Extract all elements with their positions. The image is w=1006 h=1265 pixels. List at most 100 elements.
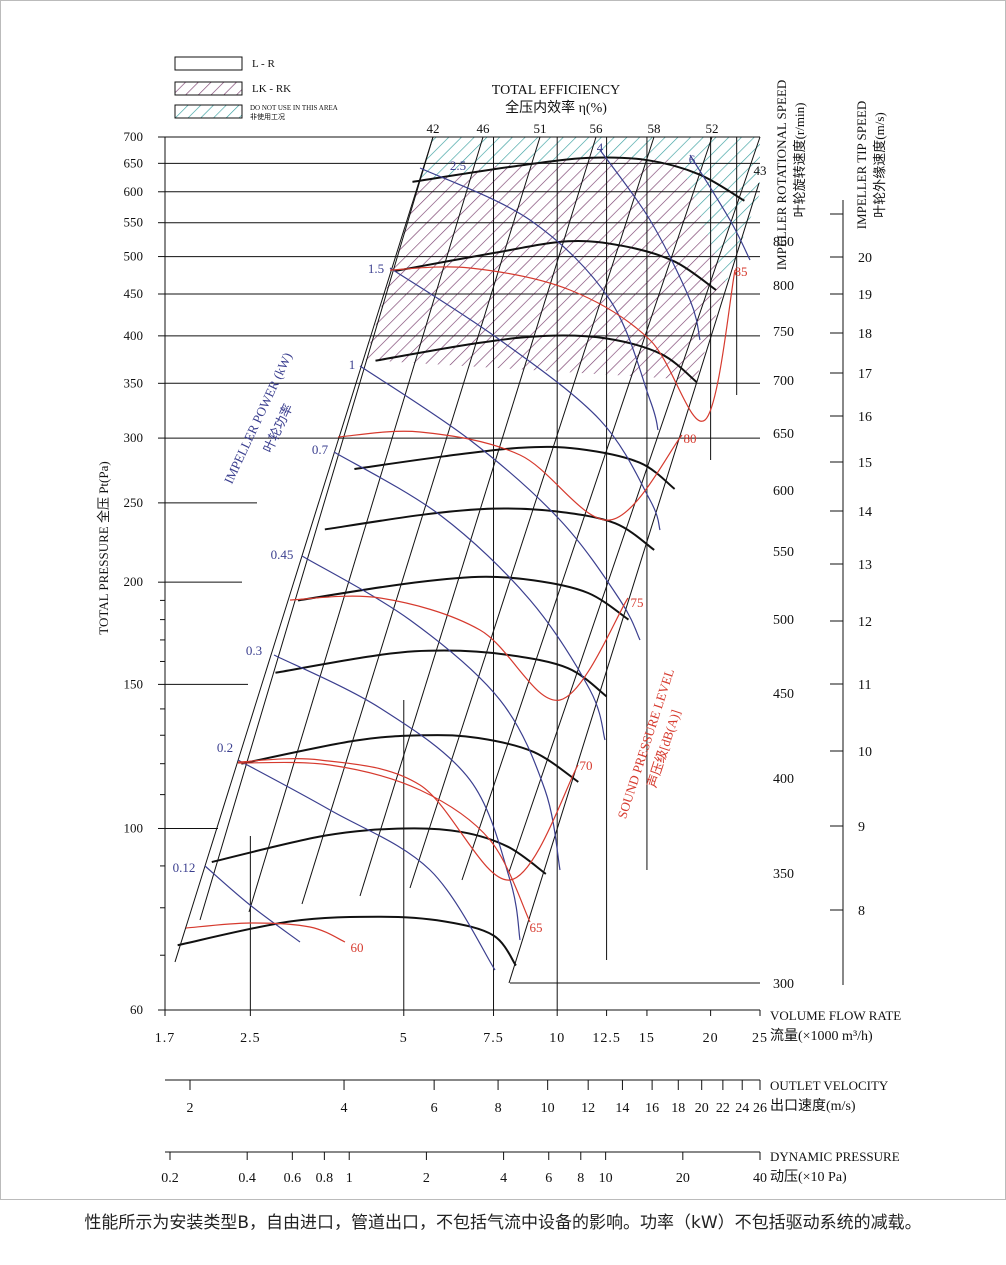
power-label: 0.2 [217, 740, 233, 755]
sound-curve [237, 758, 579, 881]
region-left-edge [174, 136, 434, 963]
efficiency-line [301, 136, 541, 905]
dyn-pressure-tick-label: 4 [500, 1171, 507, 1186]
tip-speed-label: 19 [858, 288, 872, 303]
tip-speed-label: 14 [858, 505, 872, 520]
y-tick-label: 450 [124, 286, 144, 301]
rpm-label: 750 [773, 325, 794, 340]
rpm-label: 550 [773, 545, 794, 560]
power-curve [689, 154, 751, 261]
sound-curve [237, 761, 531, 923]
x-tick-label: 10 [549, 1031, 565, 1046]
dyn-pressure-tick-label: 40 [753, 1171, 767, 1186]
power-curve [599, 149, 701, 341]
velocity-tick-label: 6 [431, 1101, 438, 1116]
efficiency-label: 52 [706, 121, 719, 136]
tip-speed-label: 9 [858, 820, 865, 835]
tip-speed-label: 15 [858, 456, 872, 471]
power-curve [204, 865, 301, 943]
dyn-pressure-tick-label: 0.8 [316, 1171, 334, 1186]
power-label: 1 [349, 357, 356, 372]
tip-speed-label: 13 [858, 558, 872, 573]
y-axis-title: TOTAL PRESSURE 全压 Pt(Pa) [96, 461, 111, 634]
legend-swatch-lk [174, 81, 243, 96]
rpm-label: 800 [773, 279, 794, 294]
y-tick-label: 200 [124, 574, 144, 589]
efficiency-label: 56 [590, 121, 604, 136]
rpm-label: 300 [773, 977, 794, 992]
x-axis-title: VOLUME FLOW RATE [770, 1008, 901, 1023]
efficiency-line [409, 136, 655, 889]
velocity-tick-label: 18 [671, 1101, 685, 1116]
efficiency-label: 46 [477, 121, 491, 136]
rpm-axis-title-cn: 叶轮旋转速度(r/min) [792, 103, 807, 218]
tip-speed-label: 18 [858, 327, 872, 342]
rpm-label: 500 [773, 613, 794, 628]
y-tick-label: 250 [124, 495, 144, 510]
pressure-curve-rpm-400 [241, 734, 579, 783]
lk-rk-hatched-region [365, 157, 726, 380]
sound-curve [289, 595, 629, 701]
velocity-tick-label: 2 [187, 1101, 194, 1116]
sound-curve [185, 922, 346, 943]
x-tick-label: 5 [400, 1031, 408, 1046]
efficiency-label: 58 [648, 121, 661, 136]
tip-speed-label: 8 [858, 904, 865, 919]
efficiency-line [359, 136, 597, 897]
power-label: 0.7 [312, 442, 329, 457]
tip-speed-axis-title: IMPELLER TIP SPEED [854, 101, 869, 230]
legend-swatch-plain [174, 56, 243, 71]
dyn-pressure-axis-title-cn: 动压(×10 Pa) [770, 1169, 847, 1185]
efficiency-line [461, 136, 713, 881]
y-tick-label: 550 [124, 215, 144, 230]
velocity-tick-label: 22 [716, 1101, 730, 1116]
tip-speed-label: 11 [858, 678, 871, 693]
dyn-pressure-tick-label: 10 [599, 1171, 613, 1186]
dyn-pressure-axis-title: DYNAMIC PRESSURE [770, 1149, 900, 1164]
pressure-curve-rpm-850 [412, 156, 745, 202]
power-label: 1.5 [368, 261, 384, 276]
dyn-pressure-tick-label: 2 [423, 1171, 430, 1186]
efficiency-title: TOTAL EFFICIENCY [492, 83, 620, 98]
sound-curve [337, 430, 683, 521]
rpm-label: 400 [773, 772, 794, 787]
power-curve [359, 365, 641, 641]
rpm-label: 700 [773, 374, 794, 389]
efficiency-line [508, 136, 761, 873]
dyn-pressure-tick-label: 8 [577, 1171, 584, 1186]
dyn-pressure-tick-label: 0.6 [284, 1171, 302, 1186]
y-tick-label: 700 [124, 129, 144, 144]
sound-level-label: 80 [684, 431, 697, 446]
legend-label: 非使用工况 [250, 112, 285, 121]
pressure-curve-rpm-300 [177, 915, 517, 967]
velocity-tick-label: 10 [541, 1101, 555, 1116]
power-label: 0.12 [173, 860, 196, 875]
pressure-curve-rpm-600 [354, 445, 676, 490]
velocity-tick-label: 24 [735, 1101, 749, 1116]
power-label: 6 [689, 152, 696, 167]
legend-label: L - R [252, 58, 275, 70]
x-tick-label: 25 [752, 1031, 768, 1046]
fan-performance-chart: 60 100 150 200 250 300 350 400 450 500 550 600 650 70… [0, 0, 1006, 1200]
y-tick-label: 100 [124, 820, 144, 835]
sound-level-label: 70 [580, 758, 593, 773]
legend-label: DO NOT USE IN THIS AREA [250, 104, 338, 112]
efficiency-line [199, 136, 434, 921]
y-tick-label: 500 [124, 249, 144, 264]
tip-speed-label: 10 [858, 745, 872, 760]
velocity-tick-label: 20 [695, 1101, 709, 1116]
y-tick-label: 600 [124, 184, 144, 199]
efficiency-title-cn: 全压内效率 η(%) [505, 99, 607, 116]
y-tick-label: 400 [124, 328, 144, 343]
efficiency-label: 43 [754, 163, 767, 178]
velocity-tick-label: 8 [495, 1101, 502, 1116]
x-tick-label: 15 [639, 1031, 655, 1046]
pressure-curve-rpm-350 [211, 827, 547, 875]
x-tick-label: 7.5 [483, 1031, 504, 1046]
power-curve [301, 555, 561, 871]
tip-speed-label: 12 [858, 615, 872, 630]
sound-level-label: 65 [530, 920, 543, 935]
y-tick-label: 350 [124, 375, 144, 390]
y-tick-label: 150 [124, 676, 144, 691]
